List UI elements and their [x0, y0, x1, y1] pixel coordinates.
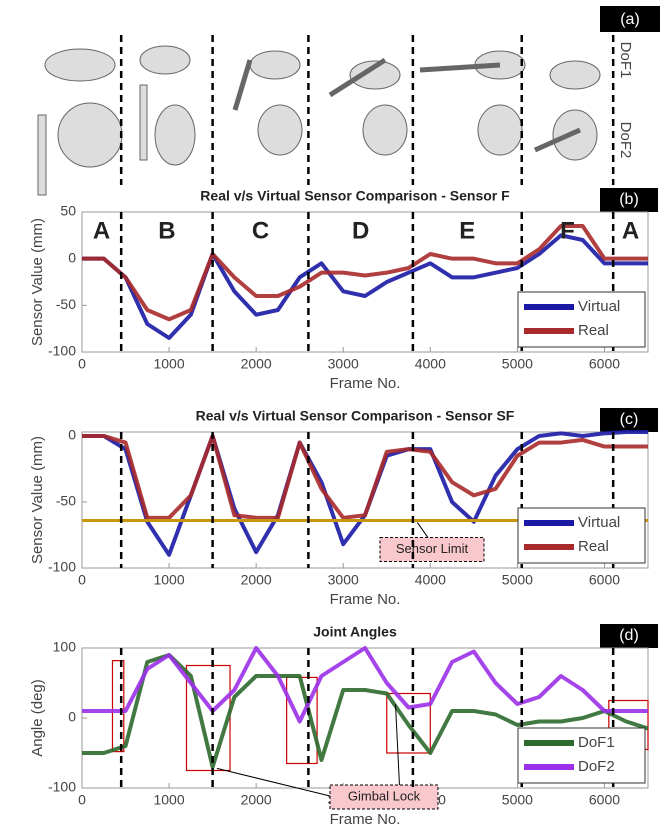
legend-box	[517, 727, 646, 784]
annotation-arrow	[216, 767, 331, 797]
panel-label-box	[600, 624, 658, 648]
legend-label: DoF2	[578, 758, 615, 775]
phase-label: E	[459, 217, 475, 244]
x-tick-label: 2000	[241, 356, 272, 372]
y-tick-label: 100	[53, 639, 77, 655]
x-tick-label: 5000	[502, 572, 533, 588]
series-line	[82, 233, 648, 340]
phase-label: D	[352, 217, 369, 244]
legend-label: Real	[578, 538, 609, 555]
x-tick-label: 6000	[589, 356, 620, 372]
annotation: Gimbal Lock	[348, 788, 421, 803]
y-axis-label: Angle (deg)	[29, 679, 46, 757]
panel-label: (a)	[620, 11, 640, 28]
y-tick-label: -50	[56, 493, 76, 509]
legend-label: Virtual	[578, 514, 620, 531]
phase-label: C	[252, 217, 269, 244]
panel-label-box	[600, 6, 660, 32]
x-tick-label: 6000	[589, 792, 620, 808]
x-tick-label: 5000	[502, 356, 533, 372]
legend-label: Virtual	[578, 298, 620, 315]
x-axis-label: Frame No.	[330, 375, 401, 392]
x-tick-label: 5000	[502, 792, 533, 808]
x-axis-label: Frame No.	[330, 591, 401, 608]
legend-label: DoF1	[578, 734, 615, 751]
y-tick-label: -50	[56, 296, 76, 312]
legend-label: Real	[578, 322, 609, 339]
x-tick-label: 6000	[589, 572, 620, 588]
x-tick-label: 2000	[241, 572, 272, 588]
chart-title: Joint Angles	[313, 624, 397, 640]
phase-label: B	[158, 217, 175, 244]
y-tick-label: -100	[48, 343, 76, 359]
phase-label: A	[622, 217, 639, 244]
y-tick-label: -100	[48, 559, 76, 575]
annotation: Sensor Limit	[396, 541, 469, 556]
x-tick-label: 1000	[153, 356, 184, 372]
x-tick-label: 0	[78, 356, 86, 372]
x-tick-label: 3000	[328, 356, 359, 372]
panel-a: (a) DoF1 DoF2	[37, 6, 660, 196]
highlight-box	[185, 664, 231, 772]
x-tick-label: 3000	[328, 572, 359, 588]
y-tick-label: 0	[68, 249, 76, 265]
x-tick-label: 0	[78, 792, 86, 808]
panel-label-box	[600, 188, 658, 212]
annotation-box	[329, 784, 439, 810]
x-tick-label: 4000	[415, 572, 446, 588]
panel-label: (c)	[620, 411, 639, 428]
series-line	[82, 433, 648, 520]
y-tick-label: 50	[60, 203, 76, 219]
panel-label-box	[600, 408, 658, 432]
annotation-box	[379, 536, 485, 562]
skeleton-sketches	[37, 45, 601, 196]
y-tick-label: 0	[68, 709, 76, 725]
dof-label: DoF1	[617, 42, 634, 79]
dof-label: DoF2	[617, 122, 634, 159]
chart-title: Real v/s Virtual Sensor Comparison - Sen…	[196, 408, 515, 424]
annotation-arrow	[394, 703, 401, 797]
series-line	[82, 224, 648, 322]
x-tick-label: 1000	[153, 792, 184, 808]
plot-frame	[81, 431, 649, 569]
legend-box	[517, 291, 646, 348]
phase-label: F	[560, 217, 575, 244]
legend-box	[517, 507, 646, 564]
highlight-box	[386, 692, 431, 754]
plot-frame	[81, 211, 649, 353]
x-axis-label: Frame No.	[330, 811, 401, 828]
panel-label: (b)	[619, 191, 639, 208]
y-axis-label: Sensor Value (mm)	[29, 218, 46, 346]
phase-label: A	[93, 217, 110, 244]
x-tick-label: 1000	[153, 572, 184, 588]
y-tick-label: 0	[68, 427, 76, 443]
highlight-box	[111, 659, 125, 753]
y-tick-label: -100	[48, 779, 76, 795]
chart-title: Real v/s Virtual Sensor Comparison - Sen…	[200, 188, 510, 204]
x-tick-label: 4000	[415, 356, 446, 372]
x-tick-label: 0	[78, 572, 86, 588]
x-tick-label: 2000	[241, 792, 272, 808]
series-line	[82, 646, 648, 724]
y-axis-label: Sensor Value (mm)	[29, 436, 46, 564]
panel-label: (d)	[619, 627, 639, 644]
